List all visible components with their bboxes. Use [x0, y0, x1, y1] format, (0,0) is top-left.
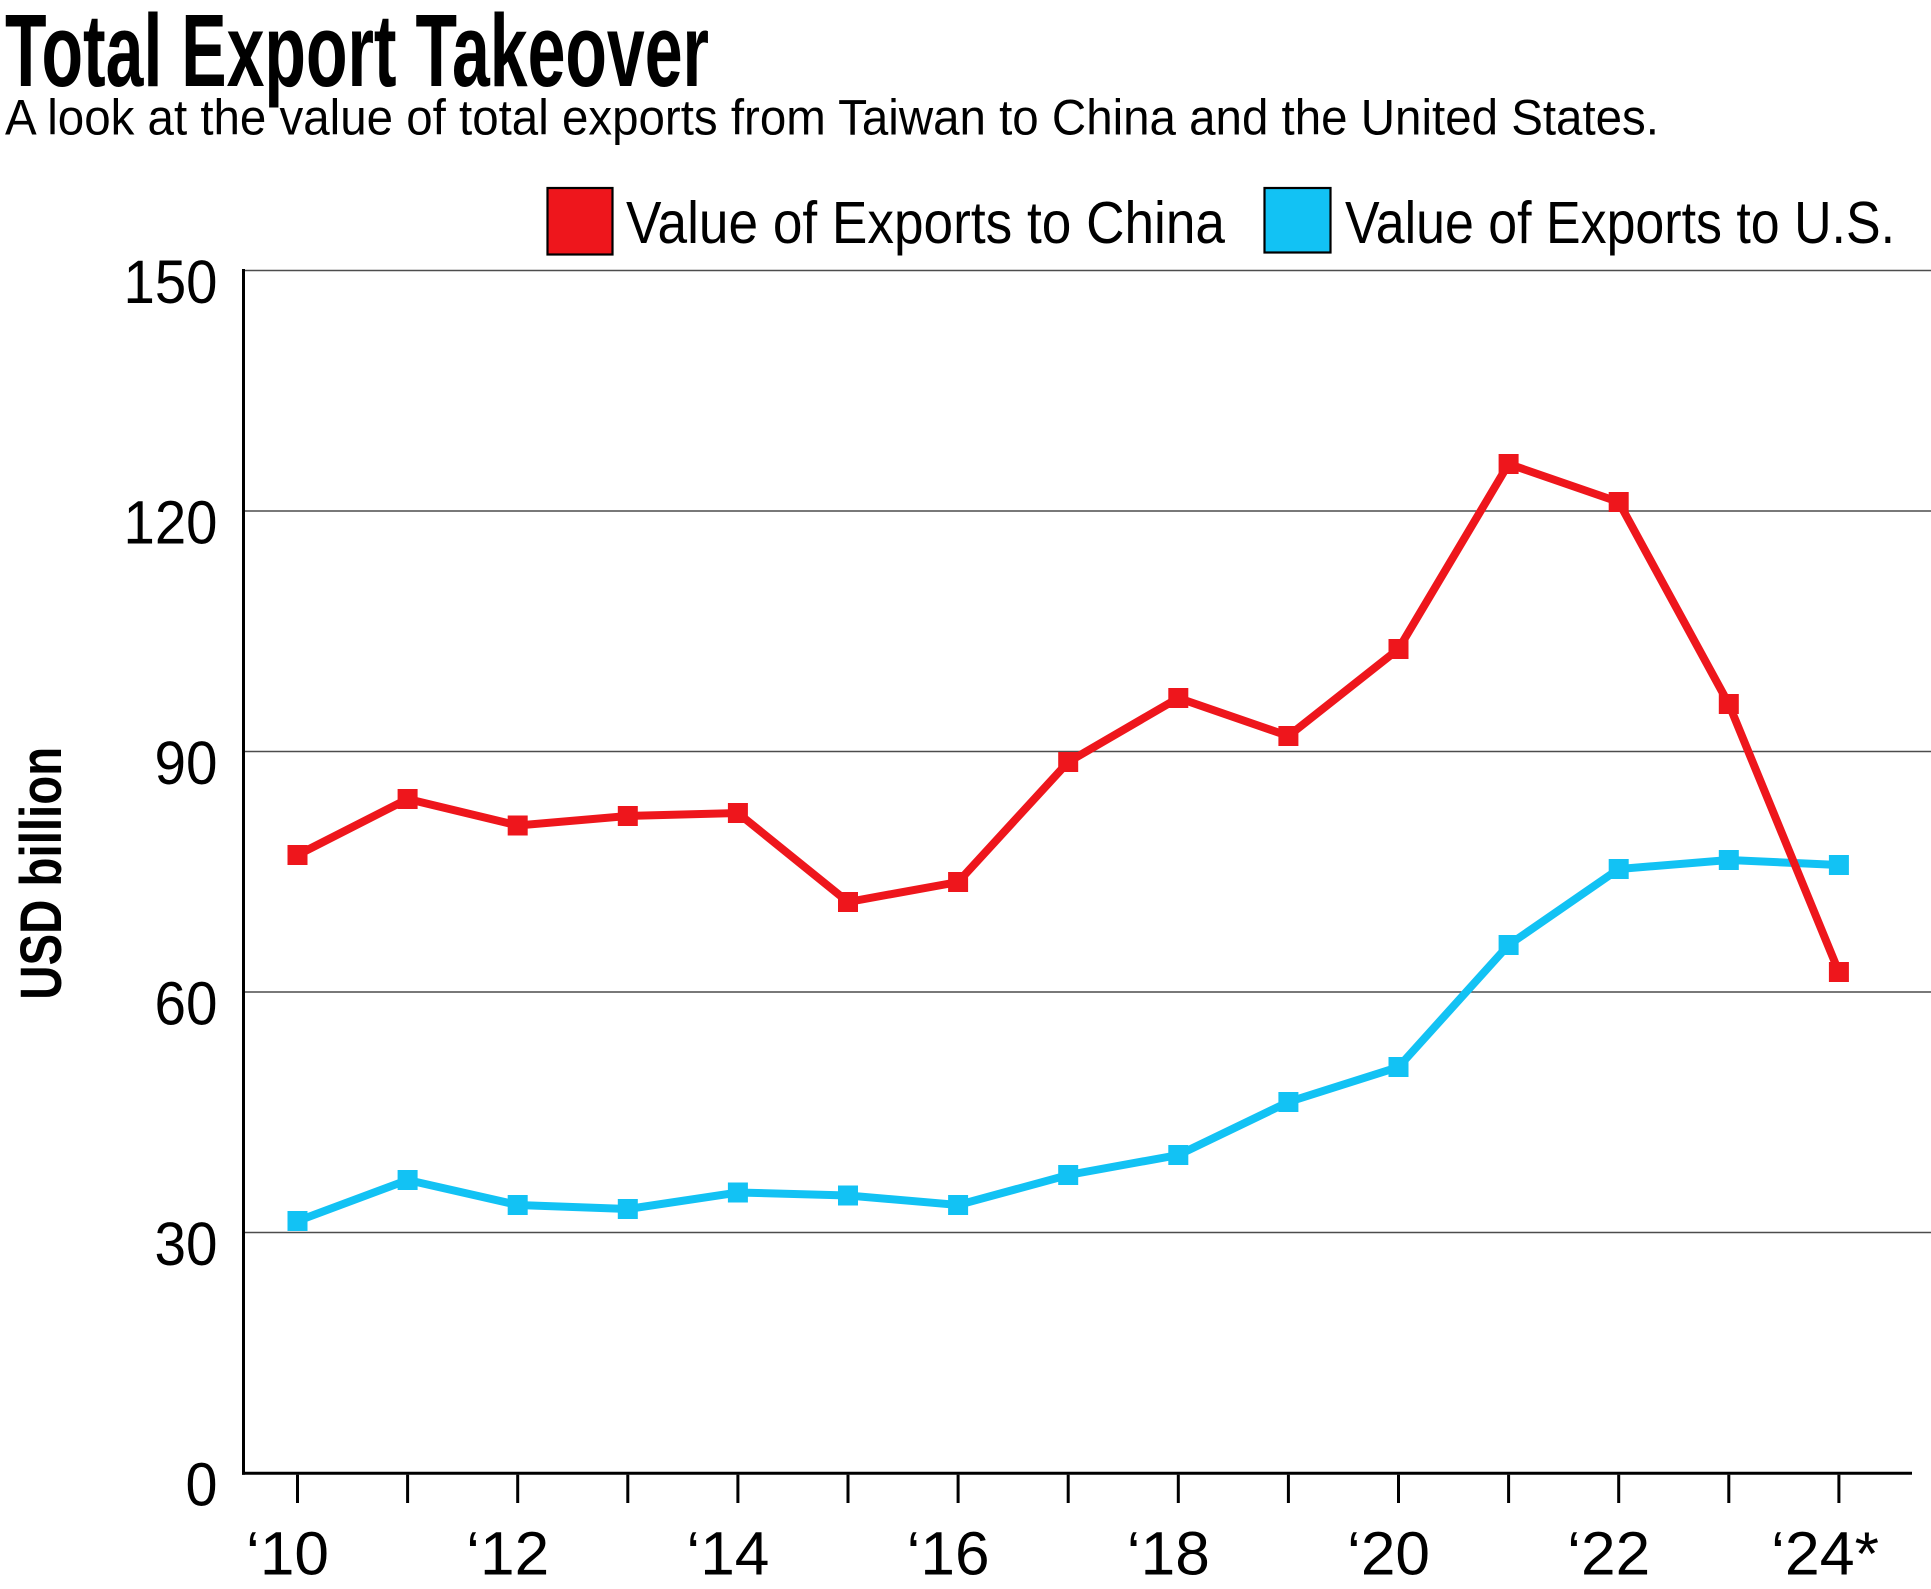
svg-text:‘18: ‘18	[1127, 1520, 1210, 1588]
svg-text:60: 60	[155, 970, 218, 1038]
svg-text:Value of Exports to China: Value of Exports to China	[626, 190, 1225, 256]
svg-text:0: 0	[186, 1451, 218, 1519]
svg-text:Value of Exports to U.S.: Value of Exports to U.S.	[1345, 190, 1895, 256]
svg-text:‘24*: ‘24*	[1771, 1520, 1879, 1588]
svg-text:‘12: ‘12	[466, 1520, 549, 1588]
svg-text:USD billion: USD billion	[9, 747, 74, 1000]
svg-text:‘16: ‘16	[907, 1520, 990, 1588]
svg-text:30: 30	[155, 1210, 218, 1278]
svg-text:Total Export Takeover: Total Export Takeover	[5, 0, 709, 108]
svg-text:‘10: ‘10	[246, 1520, 329, 1588]
svg-text:90: 90	[155, 729, 218, 797]
svg-text:‘22: ‘22	[1567, 1520, 1650, 1588]
svg-text:A look at the value of total e: A look at the value of total exports fro…	[5, 90, 1659, 146]
svg-text:‘20: ‘20	[1347, 1520, 1430, 1588]
svg-text:120: 120	[124, 489, 218, 557]
svg-text:‘14: ‘14	[686, 1520, 769, 1588]
svg-text:150: 150	[124, 248, 218, 316]
